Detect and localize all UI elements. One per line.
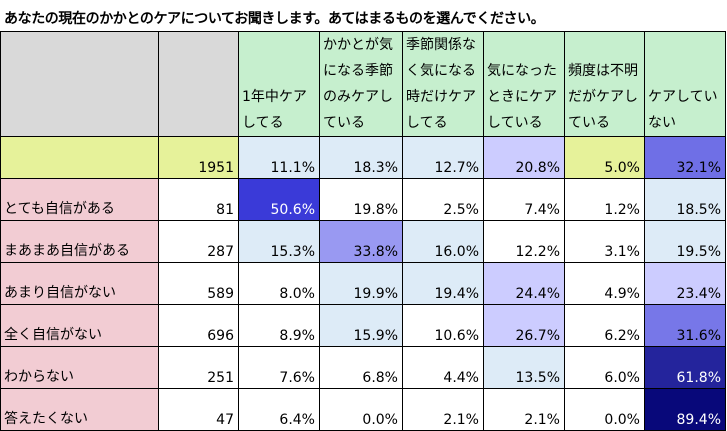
row-n-cell: 589 [158, 262, 239, 305]
row-label: まあまあ自信がある [0, 220, 159, 263]
value-cell: 31.6% [644, 304, 726, 347]
total-value-cell: 11.1% [238, 136, 320, 179]
total-value-cell: 32.1% [644, 136, 726, 179]
total-value-cell: 18.3% [319, 136, 403, 179]
header-row: 1年中ケアしてる かかとが気になる季節のみケアしている 季節関係なく気になる時だ… [0, 31, 726, 137]
crosstab-table: 1年中ケアしてる かかとが気になる季節のみケアしている 季節関係なく気になる時だ… [0, 31, 726, 431]
value-cell: 12.2% [483, 220, 565, 263]
value-cell: 50.6% [238, 178, 320, 221]
value-cell: 19.5% [644, 220, 726, 263]
total-value-cell: 20.8% [483, 136, 565, 179]
value-cell: 7.6% [238, 346, 320, 389]
value-cell: 19.8% [319, 178, 403, 221]
value-cell: 6.4% [238, 388, 320, 431]
total-row-label [0, 136, 159, 179]
table-row: とても自信がある 81 50.6% 19.8% 2.5% 7.4% 1.2% 18.5% [0, 178, 726, 221]
value-cell: 0.0% [319, 388, 403, 431]
value-cell: 23.4% [644, 262, 726, 305]
row-n-cell: 287 [158, 220, 239, 263]
value-cell: 0.0% [564, 388, 645, 431]
total-value-cell: 12.7% [402, 136, 484, 179]
survey-question-title: あなたの現在のかかとのケアについてお聞きします。あてはまるものを選んでください。 [4, 11, 545, 27]
table-row: あまり自信がない 589 8.0% 19.9% 19.4% 24.4% 4.9% 23.4% [0, 262, 726, 305]
value-cell: 6.2% [564, 304, 645, 347]
value-cell: 19.4% [402, 262, 484, 305]
column-header: 気になったときにケアしている [483, 31, 565, 137]
value-cell: 18.5% [644, 178, 726, 221]
value-cell: 6.0% [564, 346, 645, 389]
value-cell: 15.3% [238, 220, 320, 263]
value-cell: 7.4% [483, 178, 565, 221]
value-cell: 26.7% [483, 304, 565, 347]
value-cell: 1.2% [564, 178, 645, 221]
value-cell: 16.0% [402, 220, 484, 263]
row-label: 全く自信がない [0, 304, 159, 347]
column-header: ケアしていない [644, 31, 726, 137]
column-header: 季節関係なく気になる時だけケアしてる [402, 31, 484, 137]
row-label: 答えたくない [0, 388, 159, 431]
row-n-cell: 251 [158, 346, 239, 389]
row-label: とても自信がある [0, 178, 159, 221]
column-header: 1年中ケアしてる [238, 31, 320, 137]
value-cell: 2.1% [483, 388, 565, 431]
header-corner-cell [0, 31, 159, 137]
value-cell: 2.5% [402, 178, 484, 221]
value-cell: 8.0% [238, 262, 320, 305]
row-label: あまり自信がない [0, 262, 159, 305]
row-n-cell: 696 [158, 304, 239, 347]
value-cell: 33.8% [319, 220, 403, 263]
value-cell: 61.8% [644, 346, 726, 389]
value-cell: 19.9% [319, 262, 403, 305]
value-cell: 24.4% [483, 262, 565, 305]
value-cell: 6.8% [319, 346, 403, 389]
value-cell: 89.4% [644, 388, 726, 431]
column-header: かかとが気になる季節のみケアしている [319, 31, 403, 137]
row-label: わからない [0, 346, 159, 389]
value-cell: 4.4% [402, 346, 484, 389]
total-n-cell: 1951 [158, 136, 239, 179]
value-cell: 3.1% [564, 220, 645, 263]
header-n-cell [158, 31, 239, 137]
column-header: 頻度は不明だがケアしている [564, 31, 645, 137]
value-cell: 10.6% [402, 304, 484, 347]
table-row: 答えたくない 47 6.4% 0.0% 2.1% 2.1% 0.0% 89.4% [0, 388, 726, 431]
total-value-cell: 5.0% [564, 136, 645, 179]
table-row: わからない 251 7.6% 6.8% 4.4% 13.5% 6.0% 61.8% [0, 346, 726, 389]
table-row: 全く自信がない 696 8.9% 15.9% 10.6% 26.7% 6.2% 31.6% [0, 304, 726, 347]
value-cell: 8.9% [238, 304, 320, 347]
value-cell: 13.5% [483, 346, 565, 389]
row-n-cell: 47 [158, 388, 239, 431]
table-row: まあまあ自信がある 287 15.3% 33.8% 16.0% 12.2% 3.1% 19.5… [0, 220, 726, 263]
value-cell: 2.1% [402, 388, 484, 431]
value-cell: 4.9% [564, 262, 645, 305]
row-n-cell: 81 [158, 178, 239, 221]
value-cell: 15.9% [319, 304, 403, 347]
total-row: 1951 11.1% 18.3% 12.7% 20.8% 5.0% 32.1% [0, 136, 726, 179]
